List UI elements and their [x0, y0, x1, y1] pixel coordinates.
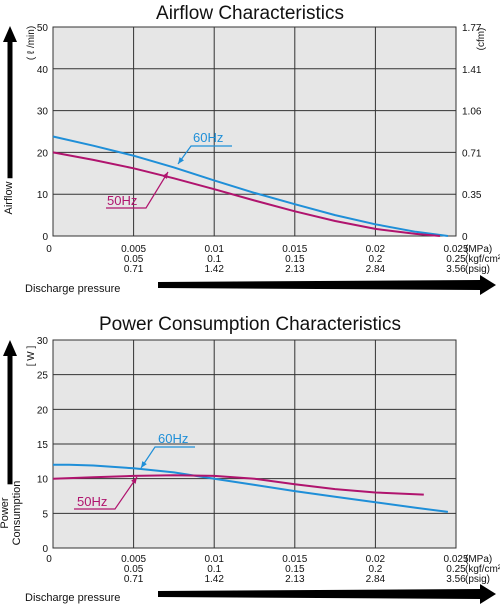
x-tick-label-mpa: 0.005	[121, 244, 146, 255]
x-unit-kgf: (kgf/cm²)	[465, 254, 500, 265]
x-unit-kgf: (kgf/cm²)	[465, 564, 500, 575]
x-tick-label-psig: 2.84	[366, 574, 386, 585]
series-label-60hz: 60Hz	[193, 130, 223, 145]
x-unit-psig: (psig)	[465, 574, 490, 585]
x-unit-mpa: (MPa)	[465, 244, 492, 255]
y2-tick-label: 0	[462, 232, 468, 243]
y-tick-label: 30	[37, 336, 49, 347]
y-tick-label: 20	[37, 405, 49, 416]
x-tick-label-mpa: 0	[46, 244, 52, 255]
series-line-50hz	[52, 474, 424, 496]
y-arrow-head	[3, 340, 17, 356]
leader-arrowhead-50hz	[162, 172, 168, 179]
x-tick-label-psig: 1.42	[204, 264, 224, 275]
x-tick-label-mpa: 0.015	[282, 244, 307, 255]
y2-tick-label: 0.35	[462, 190, 482, 201]
leader-arrowhead-60hz	[141, 461, 147, 468]
chart-title: Airflow Characteristics	[156, 3, 344, 24]
y-unit-label: ( ℓ /min)	[26, 26, 37, 60]
x-tick-label-mpa: 0.02	[366, 554, 386, 565]
x-tick-label-psig: 1.42	[204, 574, 224, 585]
y-tick-label: 25	[37, 371, 49, 382]
x-tick-label-kgf: 0.2	[368, 564, 382, 575]
series-line-60hz	[53, 463, 449, 513]
x-tick-label-kgf: 0.05	[124, 254, 144, 265]
x-tick-label-psig: 0.71	[124, 574, 144, 585]
x-tick-label-mpa: 0.005	[121, 554, 146, 565]
x-tick-label-mpa: 0.01	[204, 554, 224, 565]
y-tick-label: 20	[37, 148, 49, 159]
x-tick-label-psig: 2.13	[285, 574, 305, 585]
x-tick-label-kgf: 0.25	[446, 564, 466, 575]
x-axis-label: Discharge pressure	[25, 592, 120, 604]
x-tick-label-mpa: 0.01	[204, 244, 224, 255]
y-tick-label: 0	[42, 232, 48, 243]
y-tick-label: 50	[37, 23, 49, 34]
series-label-50hz: 50Hz	[107, 193, 137, 208]
x-tick-label-mpa: 0.02	[366, 244, 386, 255]
y2-tick-label: 1.41	[462, 65, 482, 76]
y-tick-label: 10	[37, 190, 49, 201]
y-tick-label: 15	[37, 440, 49, 451]
series-line-50hz	[52, 151, 440, 237]
x-arrow	[158, 275, 496, 295]
x-tick-label-psig: 3.56	[446, 574, 466, 585]
series-label-50hz: 50Hz	[77, 494, 107, 509]
x-tick-label-mpa: 0	[46, 554, 52, 565]
x-tick-label-psig: 0.71	[124, 264, 144, 275]
y-axis-label: PowerConsumption	[0, 481, 23, 546]
x-tick-label-mpa: 0.015	[282, 554, 307, 565]
leader-line-60hz	[177, 145, 232, 165]
y-tick-label: 40	[37, 65, 49, 76]
y-tick-label: 30	[37, 107, 49, 118]
y-arrow-shaft	[7, 40, 13, 179]
x-arrow	[158, 584, 496, 604]
leader-line-60hz	[140, 446, 195, 469]
leader-line-50hz	[74, 476, 138, 510]
series-label-60hz: 60Hz	[158, 431, 188, 446]
x-tick-label-kgf: 0.15	[285, 564, 305, 575]
y2-tick-label: 1.77	[462, 23, 482, 34]
x-tick-label-kgf: 0.1	[207, 254, 221, 265]
x-axis-label: Discharge pressure	[25, 283, 120, 295]
y2-unit-label: (cfm)	[476, 28, 487, 51]
series-line-60hz	[52, 135, 449, 237]
x-tick-label-kgf: 0.05	[124, 564, 144, 575]
y2-tick-label: 0.71	[462, 148, 482, 159]
leader-line-50hz	[106, 171, 169, 209]
x-tick-label-kgf: 0.1	[207, 564, 221, 575]
x-tick-label-psig: 2.13	[285, 264, 305, 275]
x-unit-mpa: (MPa)	[465, 554, 492, 565]
y-unit-label: [ W ]	[26, 346, 37, 367]
y-arrow-head	[3, 26, 17, 42]
x-tick-label-psig: 3.56	[446, 264, 466, 275]
leader-arrowhead-60hz	[178, 157, 184, 164]
x-tick-label-psig: 2.84	[366, 264, 386, 275]
x-tick-label-mpa: 0.025	[443, 244, 468, 255]
y-tick-label: 0	[42, 544, 48, 555]
chart-title: Power Consumption Characteristics	[99, 314, 401, 335]
x-tick-label-kgf: 0.25	[446, 254, 466, 265]
y-tick-label: 10	[37, 475, 49, 486]
x-tick-label-mpa: 0.025	[443, 554, 468, 565]
y-tick-label: 5	[42, 509, 48, 520]
x-unit-psig: (psig)	[465, 264, 490, 275]
y-arrow-shaft	[7, 354, 13, 485]
y2-tick-label: 1.06	[462, 107, 482, 118]
y-axis-label: Airflow	[3, 181, 15, 214]
x-tick-label-kgf: 0.15	[285, 254, 305, 265]
x-tick-label-kgf: 0.2	[368, 254, 382, 265]
leader-arrowhead-50hz	[131, 477, 137, 484]
